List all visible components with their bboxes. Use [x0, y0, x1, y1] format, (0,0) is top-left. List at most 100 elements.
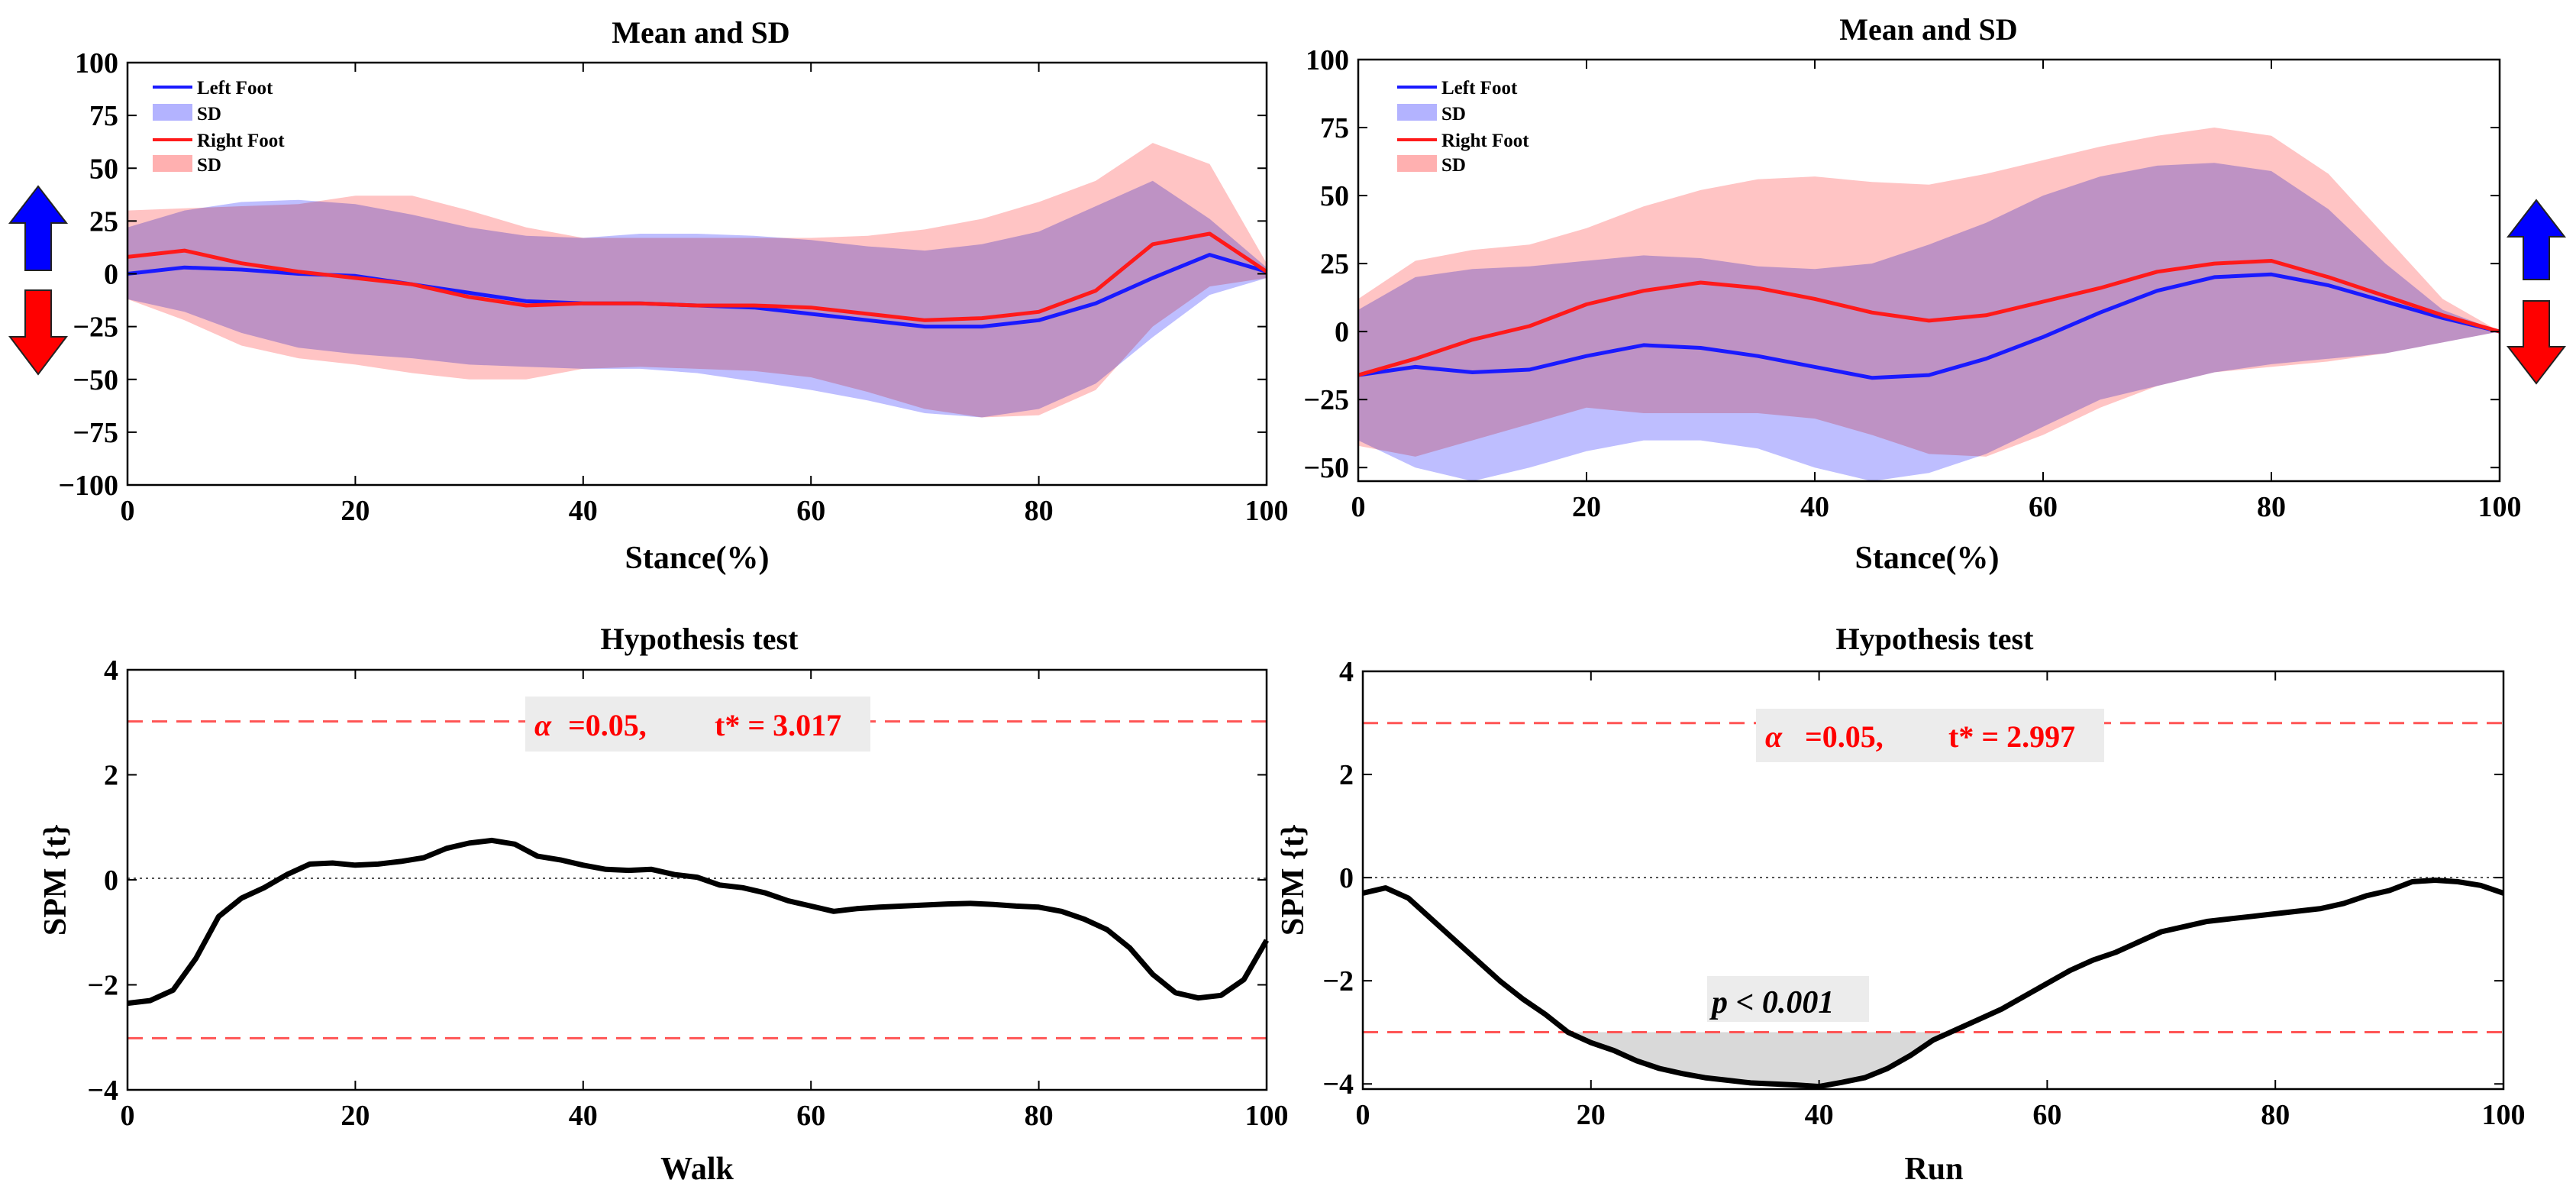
run-mean-ytick-label: −50 [1303, 452, 1349, 484]
run-spm-xtick-label: 100 [2482, 1099, 2526, 1131]
walk-spm-line-spm-t- [127, 837, 1270, 1007]
walk-mean-ticks: 0 20 40 60 80 100 100 75 50 25 0 −25 −50 −75 −100 [58, 47, 1288, 527]
walk-mean-xtick-label: 60 [796, 495, 825, 527]
walk-spm-ytick-label: −4 [87, 1075, 118, 1107]
walk-mean-legend: Left Foot SD Right Foot SD [147, 69, 312, 182]
walk-mean-ytick-label: −100 [58, 470, 118, 502]
walk-mean-xtick-label: 40 [569, 495, 598, 527]
run-mean-legend: Left Foot SD Right Foot SD [1392, 69, 1556, 182]
walk-spm-xtick-label: 0 [121, 1100, 135, 1132]
tstar-value: t* = 3.017 [715, 708, 841, 742]
walk-mean-panel: Mean and SD 0 20 40 60 80 100 100 75 50 25 0 −25 −50… [8, 15, 1289, 576]
run-mean-ytick-label: 75 [1320, 112, 1349, 144]
alpha-symbol: α [1765, 719, 1783, 754]
alpha-value: =0.05, [568, 708, 647, 742]
run-mean-ytick-label: −25 [1303, 384, 1349, 416]
run-mean-axes-frame [1357, 58, 2501, 483]
walk-mean-sd-band-right [128, 143, 1267, 418]
legend-swatch-left-sd [153, 104, 192, 121]
walk-mean-line-right-foot [127, 231, 1268, 322]
annotation-box [525, 697, 870, 752]
walk-mean-xlabel: Stance(%) [625, 541, 770, 576]
arrow-up-icon [2506, 199, 2567, 280]
arrow-down-icon [2506, 300, 2567, 385]
arrow-down-icon [8, 289, 69, 376]
run-mean-title: Mean and SD [1839, 12, 2017, 47]
walk-mean-lines [127, 231, 1268, 329]
cluster-label-box [1707, 976, 1869, 1022]
walk-spm-title: Hypothesis test [601, 622, 799, 656]
alpha-symbol: α [534, 708, 552, 742]
run-mean-lines [1357, 259, 2500, 380]
run-mean-xtick-label: 80 [2257, 491, 2286, 523]
run-spm-ytick-label: 0 [1339, 862, 1354, 894]
walk-spm-threshold-annotation: α =0.05, t* = 3.017 [525, 697, 870, 752]
run-mean-xtick-label: 40 [1800, 491, 1829, 523]
run-spm-xtick-label: 20 [1577, 1099, 1606, 1131]
walk-mean-ytick-label: −25 [73, 312, 118, 344]
walk-spm-xtick-label: 100 [1245, 1100, 1289, 1132]
walk-spm-ytick-label: −2 [87, 970, 118, 1002]
walk-mean-xtick-label: 100 [1245, 495, 1289, 527]
run-spm-threshold-annotation: α =0.05, t* = 2.997 [1756, 709, 2104, 762]
walk-spm-xtick-label: 80 [1025, 1100, 1054, 1132]
walk-mean-bands [128, 143, 1267, 418]
walk-spm-ytick-label: 2 [104, 760, 118, 792]
walk-mean-arrows [8, 185, 69, 376]
run-spm-ytick-label: −4 [1322, 1068, 1354, 1101]
legend-label-left-sd: SD [197, 104, 221, 124]
walk-mean-ytick-label: 100 [75, 47, 118, 79]
run-mean-ytick-label: 50 [1320, 180, 1349, 212]
walk-mean-ytick-label: −50 [73, 364, 118, 396]
run-spm-lines [1362, 878, 2505, 1090]
run-spm-cluster-label-group: p < 0.001 [1707, 976, 1869, 1022]
annotation-box [1756, 709, 2104, 762]
walk-spm-lines [127, 837, 1270, 1007]
run-spm-ytick-label: 4 [1339, 656, 1354, 688]
run-spm-line-spm-t- [1362, 878, 2505, 1090]
run-mean-panel: Mean and SD 0 20 40 60 80 100 100 75 50 25 0 −25 −50… [1303, 12, 2567, 576]
walk-mean-ytick-label: 25 [89, 205, 118, 238]
walk-spm-xtick-label: 60 [796, 1100, 825, 1132]
legend-label-left-foot: Left Foot [1441, 78, 1518, 99]
walk-spm-ytick-label: 0 [104, 865, 118, 897]
run-mean-xtick-label: 60 [2029, 491, 2058, 523]
run-mean-xlabel: Stance(%) [1855, 541, 2000, 576]
run-spm-ytick-label: 2 [1339, 759, 1354, 791]
run-mean-ticks: 0 20 40 60 80 100 100 75 50 25 0 −25 −50 [1303, 44, 2521, 523]
run-spm-ylabel: SPM {t} [1276, 824, 1311, 936]
walk-mean-title: Mean and SD [612, 15, 789, 50]
walk-spm-xtick-label: 20 [341, 1100, 370, 1132]
legend-label-right-sd: SD [1441, 155, 1466, 176]
cluster-p-value: p < 0.001 [1709, 985, 1834, 1020]
legend-label-left-foot: Left Foot [197, 78, 273, 99]
run-spm-xtick-label: 60 [2032, 1099, 2061, 1131]
legend-label-right-foot: Right Foot [197, 131, 285, 151]
run-spm-axes-frame [1361, 670, 2505, 1091]
walk-spm-xtick-label: 40 [569, 1100, 598, 1132]
run-mean-xtick-label: 0 [1351, 491, 1366, 523]
run-spm-xlabel: Run [1904, 1152, 1963, 1187]
run-spm-title: Hypothesis test [1836, 622, 2035, 656]
tstar-value: t* = 2.997 [1948, 719, 2075, 754]
run-spm-xtick-label: 80 [2261, 1099, 2290, 1131]
legend-swatch-right-sd [1397, 155, 1437, 172]
walk-mean-ytick-label: 75 [89, 100, 118, 132]
run-mean-arrows [2506, 199, 2567, 385]
legend-label-left-sd: SD [1441, 104, 1466, 124]
legend-label-right-sd: SD [197, 155, 221, 176]
legend-label-right-foot: Right Foot [1441, 131, 1529, 151]
walk-spm-xlabel: Walk [660, 1152, 734, 1187]
run-mean-line-right-foot [1357, 259, 2500, 377]
run-mean-ytick-label: 0 [1335, 316, 1349, 348]
walk-mean-ytick-label: 50 [89, 153, 118, 185]
run-mean-ytick-label: 100 [1306, 44, 1349, 76]
alpha-value: =0.05, [1805, 719, 1884, 754]
walk-mean-ytick-label: 0 [104, 259, 118, 291]
walk-mean-xtick-label: 20 [341, 495, 370, 527]
walk-spm-ylabel: SPM {t} [38, 824, 73, 936]
walk-spm-ytick-label: 4 [104, 655, 118, 687]
